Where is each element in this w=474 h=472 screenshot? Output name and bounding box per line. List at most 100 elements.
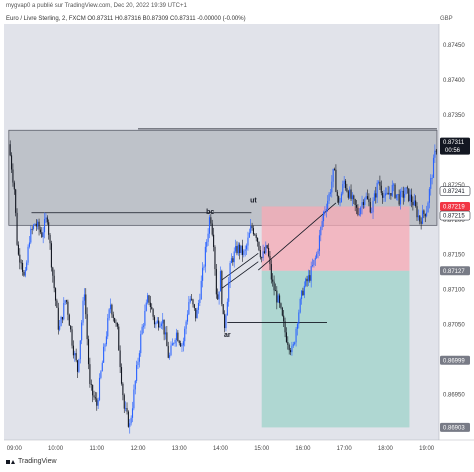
candle-body-301 — [423, 210, 425, 214]
candle-body-138 — [199, 299, 201, 304]
price-badge-label-0: 0.87311 — [443, 140, 465, 146]
candle-body-80 — [119, 350, 121, 368]
publish-info: mygvap0 a publié sur TradingView.com, De… — [6, 3, 187, 9]
candle-body-85 — [126, 408, 128, 412]
candle-body-64 — [97, 400, 99, 406]
candle-body-151 — [217, 294, 219, 300]
candle-body-171 — [244, 249, 246, 251]
candle-body-8 — [20, 262, 22, 264]
candle-body-237 — [335, 169, 337, 192]
candle-body-261 — [368, 199, 370, 203]
candle-body-2 — [12, 169, 14, 183]
candle-body-295 — [415, 200, 417, 207]
candle-body-166 — [237, 244, 239, 254]
candle-body-170 — [243, 250, 245, 255]
candle-body-243 — [343, 180, 345, 185]
candle-body-229 — [324, 211, 326, 212]
candle-body-245 — [346, 188, 348, 192]
candle-body-92 — [136, 364, 138, 381]
price-badge-label-3: 0.87215 — [443, 214, 465, 220]
candle-body-113 — [164, 332, 167, 335]
candle-body-218 — [309, 275, 311, 281]
candle-body-297 — [417, 215, 419, 218]
symbol-legend: Euro / Livre Sterling, 2, FXCM O0.87311 … — [6, 16, 246, 22]
x-tick-1: 10:00 — [48, 446, 64, 452]
candle-body-52 — [81, 322, 83, 341]
candle-body-287 — [404, 194, 406, 198]
candle-body-253 — [357, 207, 359, 215]
candle-body-226 — [320, 227, 322, 236]
candle-body-103 — [151, 306, 153, 310]
candle-body-224 — [317, 250, 319, 254]
candle-body-214 — [303, 285, 305, 296]
candle-body-100 — [147, 295, 149, 303]
candle-body-206 — [292, 344, 294, 346]
candle-body-272 — [383, 195, 385, 198]
annotation-ut[interactable]: ut — [250, 197, 257, 204]
candle-body-42 — [67, 301, 69, 315]
trend-line-5[interactable] — [258, 202, 337, 271]
candle-body-96 — [141, 326, 143, 335]
candle-body-91 — [134, 380, 136, 390]
candle-body-213 — [302, 290, 304, 296]
tradingview-logo-icon — [6, 459, 15, 465]
candle-body-197 — [280, 303, 282, 308]
candle-body-250 — [353, 195, 355, 200]
candle-body-208 — [295, 328, 297, 343]
candle-body-70 — [105, 336, 107, 345]
candle-body-296 — [416, 206, 418, 218]
candle-body-227 — [321, 221, 323, 228]
candle-body-235 — [332, 168, 334, 182]
take-profit-zone[interactable] — [261, 270, 410, 428]
x-tick-7: 16:00 — [295, 446, 311, 452]
trend-line-3[interactable] — [221, 253, 259, 281]
y-tick-0: 0.87450 — [443, 43, 465, 49]
candle-body-43 — [68, 314, 70, 326]
candle-body-217 — [307, 275, 309, 282]
y-tick-5: 0.87200 — [443, 218, 465, 224]
x-tick-0: 09:00 — [7, 446, 23, 452]
candle-body-56 — [86, 314, 88, 340]
candle-body-184 — [262, 251, 264, 259]
candle-body-36 — [59, 326, 61, 330]
candle-body-198 — [281, 307, 283, 316]
candle-body-97 — [142, 325, 145, 327]
candle-body-201 — [285, 332, 287, 342]
candle-body-68 — [103, 346, 105, 363]
stop-loss-zone[interactable] — [261, 206, 410, 271]
candle-body-240 — [339, 202, 341, 204]
candle-body-212 — [301, 290, 303, 299]
candle-body-196 — [279, 295, 281, 304]
candle-body-298 — [419, 215, 421, 222]
candle-body-187 — [266, 245, 268, 248]
candle-body-188 — [268, 247, 270, 256]
candle-body-247 — [349, 189, 351, 198]
candle-body-123 — [178, 340, 180, 344]
candle-body-181 — [258, 241, 260, 251]
candle-body-69 — [104, 344, 106, 347]
candle-body-112 — [163, 319, 165, 335]
candle-body-136 — [196, 309, 198, 319]
price-badge-bg-6 — [440, 422, 470, 432]
candle-body-22 — [39, 229, 41, 233]
candle-body-105 — [153, 316, 156, 325]
candle-body-23 — [41, 232, 43, 238]
candle-body-59 — [90, 383, 92, 385]
candle-body-31 — [52, 267, 54, 276]
candle-body-67 — [101, 362, 103, 372]
candle-body-83 — [123, 395, 125, 409]
candle-body-6 — [17, 244, 19, 255]
candle-body-167 — [239, 244, 241, 253]
trend-line-4[interactable] — [221, 261, 259, 289]
candle-body-271 — [382, 192, 384, 198]
candle-body-189 — [269, 255, 271, 265]
candle-body-232 — [328, 193, 330, 201]
annotation-bc[interactable]: bc — [206, 209, 214, 216]
candle-body-46 — [72, 345, 74, 356]
candle-body-137 — [197, 303, 200, 310]
candle-body-204 — [290, 350, 292, 353]
annotation-ar[interactable]: ar — [224, 332, 231, 339]
candle-body-140 — [202, 267, 204, 281]
candle-body-267 — [376, 182, 378, 198]
